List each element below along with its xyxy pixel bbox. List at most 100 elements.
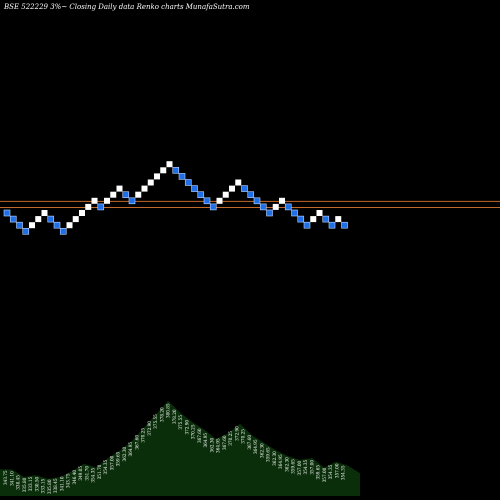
volume-label: 335.80 — [47, 479, 52, 494]
volume-label: 364.95 — [278, 454, 283, 469]
volume-label: 372.90 — [147, 421, 152, 436]
renko-brick-down — [253, 197, 261, 205]
renko-brick-up — [135, 191, 142, 198]
volume-label: 375.55 — [153, 414, 158, 429]
volume-label: 335.80 — [22, 477, 27, 492]
renko-brick-down — [16, 221, 23, 229]
renko-brick-down — [266, 209, 273, 217]
renko-brick-up — [216, 197, 223, 204]
volume-label: 341.10 — [59, 476, 64, 491]
volume-label: 330.50 — [34, 476, 39, 491]
volume-label: 354.35 — [91, 468, 96, 483]
renko-bricks — [3, 161, 348, 235]
renko-brick-up — [66, 222, 73, 229]
chart-title: BSE 522229 3%~ Closing Daily data Renko … — [3, 3, 250, 11]
volume-label: 357.00 — [109, 455, 114, 470]
volume-label: 343.75 — [66, 473, 71, 488]
volume-label: 364.95 — [128, 442, 133, 457]
renko-brick-down — [9, 215, 17, 223]
volume-label: 354.35 — [328, 464, 333, 479]
renko-brick-up — [91, 197, 98, 204]
volume-label: 364.95 — [203, 433, 208, 448]
volume-label: 362.30 — [209, 437, 214, 452]
renko-brick-down — [197, 191, 205, 198]
renko-brick-down — [122, 191, 130, 198]
volume-label: 359.65 — [291, 459, 296, 474]
renko-brick-up — [235, 179, 242, 186]
volume-price-labels: 343.75 341.10 338.45 335.80 333.15 330.50 333.… — [3, 403, 346, 494]
volume-label: 362.30 — [122, 446, 127, 461]
reference-lines — [0, 200, 500, 208]
volume-label: 351.70 — [84, 466, 89, 481]
renko-brick-down — [328, 221, 336, 229]
renko-brick-up — [41, 210, 48, 216]
renko-brick-down — [291, 209, 298, 217]
renko-brick-up — [335, 216, 342, 223]
renko-brick-up — [310, 216, 317, 223]
volume-label: 338.45 — [53, 478, 58, 493]
renko-brick-down — [209, 203, 217, 211]
volume-label: 357.00 — [297, 460, 302, 475]
volume-label: 357.00 — [322, 467, 327, 482]
renko-brick-up — [316, 210, 323, 216]
volume-label: 349.05 — [78, 466, 83, 481]
renko-brick-down — [47, 215, 55, 223]
volume-label: 346.40 — [72, 470, 77, 485]
volume-label: 367.60 — [197, 428, 202, 443]
renko-brick-down — [184, 179, 192, 186]
volume-label: 354.35 — [341, 465, 346, 480]
renko-brick-up — [147, 179, 154, 186]
volume-label: 362.30 — [272, 451, 277, 466]
renko-brick-down — [297, 215, 305, 223]
volume-label: 370.25 — [191, 424, 196, 439]
renko-brick-down — [97, 203, 105, 211]
volume-area — [0, 401, 360, 496]
renko-brick-down — [241, 185, 248, 192]
renko-brick-down — [259, 203, 267, 211]
volume-label: 333.15 — [28, 476, 33, 491]
volume-label: 354.35 — [103, 459, 108, 474]
volume-label: 370.25 — [141, 428, 146, 443]
volume-label: 364.95 — [253, 439, 258, 454]
volume-label: 367.60 — [134, 435, 139, 450]
renko-brick-up — [85, 203, 92, 210]
volume-label: 354.35 — [303, 459, 308, 474]
volume-label: 357.00 — [309, 460, 314, 475]
renko-brick-up — [222, 191, 229, 198]
volume-label: 362.30 — [284, 457, 289, 472]
renko-brick-up — [79, 210, 85, 216]
renko-brick-down — [322, 215, 330, 223]
volume-label: 343.75 — [3, 470, 8, 485]
volume-label: 378.20 — [172, 409, 177, 424]
renko-brick-up — [110, 191, 117, 198]
renko-brick-down — [59, 228, 67, 235]
renko-brick-up — [104, 197, 110, 204]
volume-label: 372.90 — [184, 420, 189, 435]
volume-label: 380.85 — [166, 403, 171, 418]
volume-label: 341.10 — [9, 471, 14, 486]
renko-brick-down — [178, 173, 186, 180]
renko-brick-down — [341, 221, 348, 229]
renko-brick-up — [229, 185, 235, 192]
volume-label: 370.25 — [241, 429, 246, 444]
volume-label: 333.15 — [41, 478, 46, 493]
renko-brick-up — [166, 161, 173, 168]
renko-brick-up — [272, 203, 279, 210]
volume-label: 359.65 — [266, 447, 271, 462]
renko-brick-up — [116, 185, 123, 192]
renko-brick-down — [22, 228, 30, 235]
volume-label: 375.55 — [178, 415, 183, 430]
renko-brick-down — [203, 197, 211, 205]
volume-label: 359.65 — [116, 451, 121, 466]
volume-label: 357.00 — [334, 463, 339, 478]
volume-label: 378.20 — [159, 407, 164, 422]
renko-brick-up — [160, 167, 167, 174]
renko-brick-down — [303, 221, 311, 229]
renko-brick-down — [128, 197, 136, 205]
volume-label: 338.45 — [16, 475, 21, 490]
volume-label: 362.30 — [259, 443, 264, 458]
renko-brick-down — [172, 167, 180, 174]
renko-brick-down — [284, 203, 292, 211]
